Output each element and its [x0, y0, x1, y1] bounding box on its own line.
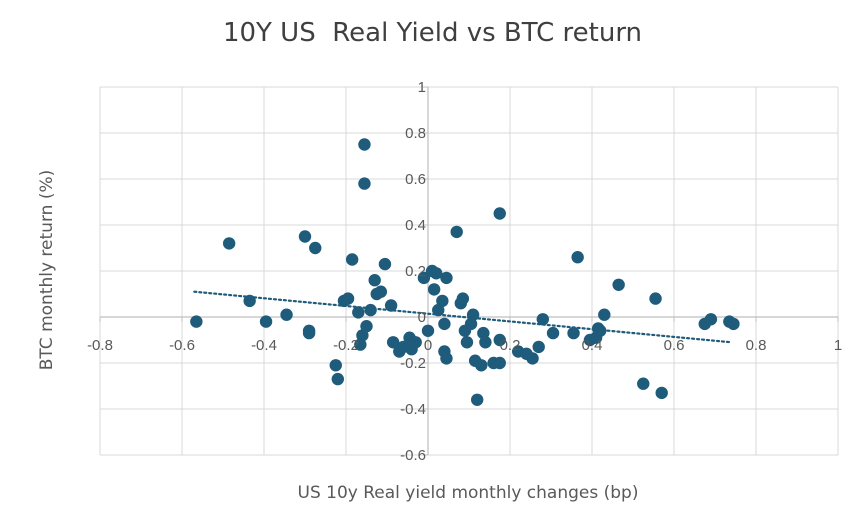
data-point	[637, 377, 650, 390]
x-tick-label: -0.2	[333, 337, 359, 354]
data-point	[546, 326, 560, 340]
data-point	[243, 294, 256, 308]
data-point	[302, 326, 316, 340]
data-point	[222, 237, 236, 250]
x-tick-label: 0.2	[500, 337, 521, 354]
data-point	[421, 324, 435, 337]
data-point	[493, 333, 506, 347]
data-point	[374, 285, 388, 298]
data-point	[360, 320, 373, 333]
y-tick-label: 0.6	[405, 171, 426, 188]
data-point	[456, 292, 470, 305]
y-tick-label: 0.4	[405, 217, 426, 234]
x-tick-label: 0	[424, 337, 432, 354]
y-tick-label: 1	[418, 79, 426, 96]
data-point	[436, 294, 449, 308]
data-point	[460, 336, 474, 349]
data-point	[594, 324, 607, 337]
data-point	[526, 352, 539, 365]
data-point	[259, 315, 273, 328]
y-tick-label: -0.4	[400, 401, 426, 418]
data-point	[598, 308, 611, 321]
data-point	[438, 317, 451, 331]
data-point	[571, 251, 584, 264]
data-point	[612, 278, 625, 291]
x-tick-label: -0.4	[251, 337, 277, 354]
y-axis-title: BTC monthly return (%)	[37, 170, 57, 371]
y-tick-label: -0.2	[400, 355, 426, 372]
data-point	[378, 257, 392, 271]
data-point	[427, 283, 441, 296]
data-point	[450, 225, 463, 239]
data-point	[190, 315, 203, 328]
data-point	[440, 352, 453, 365]
data-point	[567, 326, 580, 340]
data-point	[704, 313, 718, 326]
data-point	[536, 313, 549, 326]
data-point	[386, 336, 400, 349]
x-tick-label: 1	[834, 337, 842, 354]
x-tick-label: 0.8	[746, 337, 767, 354]
data-point	[466, 308, 480, 321]
trendline-group	[193, 290, 733, 344]
x-tick-label: 0.6	[664, 337, 685, 354]
data-point	[471, 393, 484, 406]
data-point	[475, 359, 488, 372]
data-point	[727, 317, 740, 331]
x-tick-label: -0.6	[169, 337, 195, 354]
data-point	[493, 207, 506, 220]
data-point	[532, 340, 545, 354]
data-point	[341, 292, 355, 305]
data-point	[364, 303, 377, 317]
data-point	[345, 253, 359, 266]
grid	[99, 86, 839, 456]
data-point	[280, 308, 293, 321]
data-point	[358, 138, 371, 151]
y-tick-label: 0.8	[405, 125, 426, 142]
data-point	[479, 336, 492, 349]
y-tick-label: -0.6	[400, 447, 426, 464]
data-point	[493, 356, 506, 370]
data-point	[352, 306, 365, 319]
x-tick-label: -0.8	[87, 337, 113, 354]
data-point	[440, 271, 453, 285]
data-point	[417, 271, 431, 285]
x-tick-label: 0.4	[582, 337, 603, 354]
data-point	[358, 177, 371, 190]
data-point	[384, 299, 398, 312]
y-tick-label: 0.2	[405, 263, 426, 280]
data-point	[409, 336, 422, 349]
data-point	[649, 292, 662, 305]
tick-labels: -0.8 -0.6 -0.4 -0.2 0 0.2 0.4 0.6 0.8 110.80.60.4…	[87, 79, 842, 464]
trendline	[193, 290, 733, 344]
data-point	[368, 274, 381, 287]
data-point	[430, 267, 443, 280]
x-axis-title: US 10y Real yield monthly changes (bp)	[298, 483, 639, 503]
chart-title: 10Y US Real Yield vs BTC return	[222, 18, 643, 48]
data-point	[309, 241, 322, 255]
data-points	[190, 138, 740, 406]
data-point	[331, 372, 344, 386]
y-tick-label: 0	[418, 309, 426, 326]
data-point	[329, 359, 342, 372]
data-point	[298, 230, 312, 243]
data-point	[655, 386, 668, 400]
